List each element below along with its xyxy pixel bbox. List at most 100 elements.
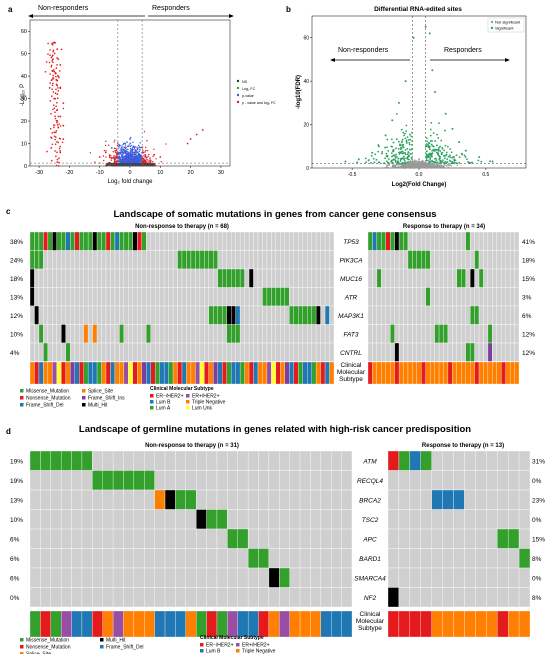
mutation-cell <box>71 587 83 608</box>
mutation-cell <box>372 287 378 307</box>
mutation-cell <box>478 342 484 362</box>
mutation-cell <box>226 342 232 362</box>
mutation-cell <box>385 268 391 288</box>
mutation-cell <box>421 250 426 270</box>
subtype-cell <box>29 610 41 638</box>
subtype-cell <box>302 361 308 385</box>
mutation-cell <box>61 268 66 288</box>
mutation-cell <box>101 305 107 325</box>
point-a <box>138 163 140 165</box>
point-b <box>451 162 454 164</box>
point-a <box>124 150 126 152</box>
mutation-cell <box>443 268 449 288</box>
point-a <box>58 147 61 150</box>
mutation-cell <box>128 231 133 251</box>
subtype-cell <box>416 361 422 385</box>
mutation-cell <box>60 470 72 491</box>
point-a <box>146 140 148 142</box>
mutation-cell <box>29 548 41 569</box>
mutation-cell <box>453 470 465 491</box>
mutation-cell <box>501 342 506 362</box>
mutation-cell <box>483 342 489 362</box>
mutation-cell <box>247 509 259 530</box>
mutation-cell <box>163 287 169 307</box>
series-point-a <box>62 124 65 127</box>
series-point-a <box>195 133 198 136</box>
mutation-cell <box>367 231 373 251</box>
mutation-cell <box>92 305 98 325</box>
point-b <box>451 156 453 159</box>
mutation-cell <box>119 305 125 325</box>
mutation-cell <box>293 324 299 344</box>
point-b <box>420 163 423 165</box>
subtype-cell <box>372 361 378 385</box>
mutation-cell <box>181 324 187 344</box>
mutation-cell <box>280 324 285 344</box>
point-a <box>51 43 54 46</box>
point-b <box>391 164 394 167</box>
mutation-cell <box>492 305 497 325</box>
point-a <box>122 150 124 153</box>
mutation-cell <box>141 305 147 325</box>
mutation-cell <box>144 567 155 588</box>
mutation-cell <box>280 268 285 288</box>
point-a <box>129 152 132 155</box>
mutation-cell <box>434 250 440 270</box>
mutation-cell <box>199 342 205 362</box>
mutation-cell <box>341 567 353 588</box>
point-b <box>435 159 438 161</box>
mutation-cell <box>381 231 386 251</box>
gene-label: TP53 <box>343 239 359 246</box>
pct-left: 6% <box>10 536 20 543</box>
point-a <box>56 158 59 161</box>
mutation-cell <box>56 324 62 344</box>
point-a <box>55 67 58 69</box>
mutation-cell <box>257 231 263 251</box>
point-b <box>423 166 425 169</box>
mutation-cell <box>208 231 214 251</box>
point-b <box>402 143 405 146</box>
mutation-cell <box>310 587 322 608</box>
point-a <box>113 141 115 143</box>
mutation-cell <box>101 342 107 362</box>
mutation-cell <box>398 342 404 362</box>
point-a <box>53 135 56 138</box>
series-point-a <box>141 151 144 154</box>
mutation-cell <box>497 567 509 588</box>
point-b <box>403 159 406 162</box>
mutation-cell <box>177 287 183 307</box>
point-a <box>135 165 137 167</box>
mutation-cell <box>244 305 250 325</box>
x-axis-label-a: Log₂ fold change <box>107 179 153 185</box>
mutation-cell <box>475 450 487 471</box>
mutation-cell <box>43 324 49 344</box>
point-a <box>57 141 60 144</box>
mutation-cell <box>464 587 476 608</box>
point-b <box>443 149 446 152</box>
mutation-cell <box>271 342 277 362</box>
point-b <box>453 161 456 164</box>
mutation-cell <box>412 287 418 307</box>
point-a <box>55 75 57 78</box>
mutation-cell <box>298 342 303 362</box>
mutation-cell <box>496 342 502 362</box>
point-a <box>51 70 54 73</box>
mutation-cell <box>146 231 151 251</box>
point-a <box>129 164 131 167</box>
mutation-cell <box>196 587 207 608</box>
mutation-cell <box>475 489 487 510</box>
point-a <box>113 155 115 157</box>
series-point-b <box>344 160 347 163</box>
mutation-cell <box>247 587 259 608</box>
gene-label: NF2 <box>364 595 377 602</box>
mutation-cell <box>302 268 308 288</box>
mutation-cell <box>381 250 386 270</box>
mutation-cell <box>83 342 89 362</box>
point-a <box>110 164 112 167</box>
mutation-cell <box>398 250 404 270</box>
point-a <box>122 155 125 158</box>
mutation-cell <box>257 342 263 362</box>
mutation-cell <box>497 470 509 491</box>
mutation-cell <box>453 450 465 471</box>
mutation-cell <box>341 509 353 530</box>
